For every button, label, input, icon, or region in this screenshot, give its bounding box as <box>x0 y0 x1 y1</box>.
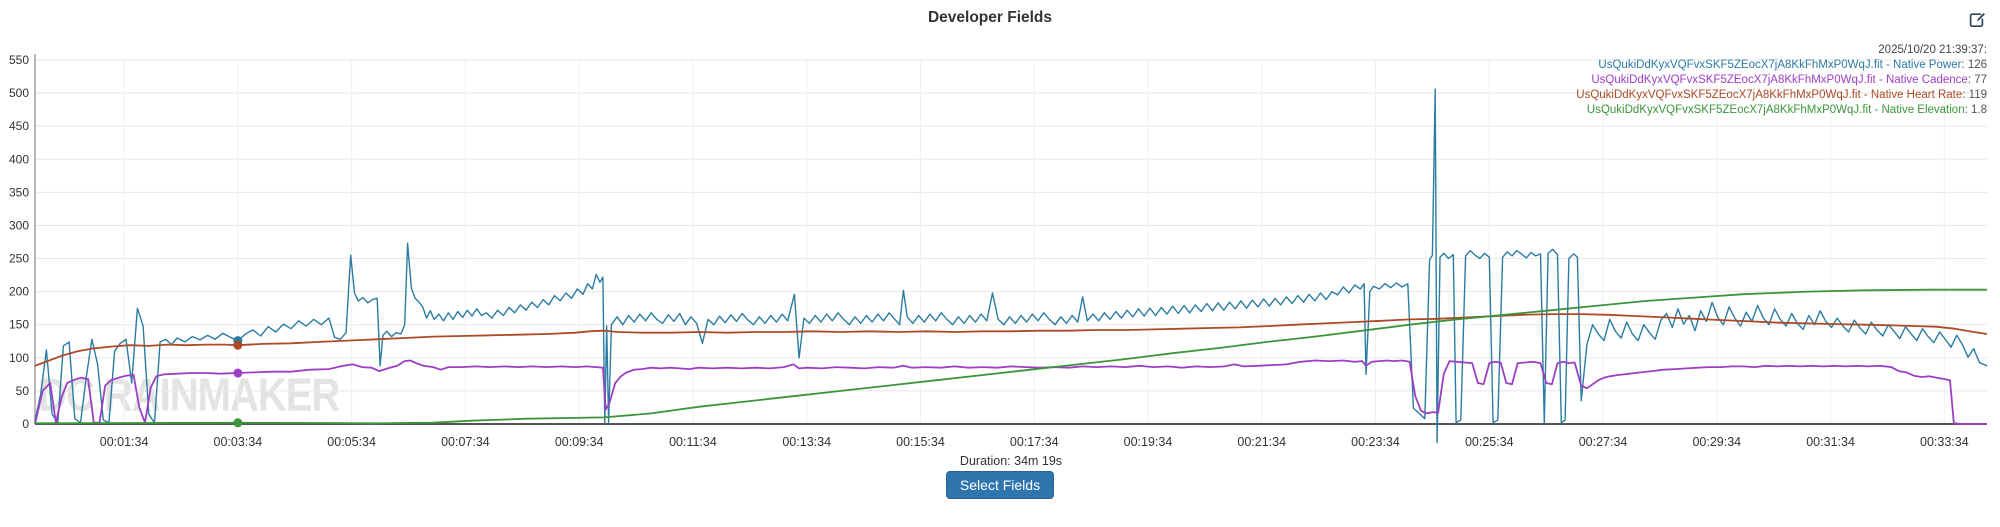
tooltip-sep: : <box>1967 74 1975 86</box>
x-tick-label: 00:03:34 <box>214 435 263 449</box>
tooltip-label-native-elevation: UsQukiDdKyxVQFvxSKF5ZEocX7jA8KkFhMxP0WqJ… <box>1586 104 1965 116</box>
tooltip-sep: : <box>1962 89 1969 101</box>
x-tick-label: 00:29:34 <box>1692 435 1741 449</box>
tooltip-value-native-elevation: 1.8 <box>1971 104 1987 116</box>
tooltip-value-native-cadence: 77 <box>1974 74 1987 86</box>
tooltip-entry-native-power: UsQukiDdKyxVQFvxSKF5ZEocX7jA8KkFhMxP0WqJ… <box>1576 58 1987 73</box>
y-tick-label: 500 <box>9 86 29 100</box>
page-title: Developer Fields <box>927 9 1053 26</box>
y-tick-label: 250 <box>9 252 29 266</box>
x-tick-label: 00:19:34 <box>1124 435 1173 449</box>
x-tick-label: 00:05:34 <box>327 435 376 449</box>
hover-marker-native-heart-rate <box>233 340 243 350</box>
series-line-native-heart-rate <box>34 313 1988 367</box>
tooltip-sep: : <box>1961 59 1968 71</box>
x-tick-label: 00:17:34 <box>1010 435 1059 449</box>
y-tick-label: 50 <box>16 384 30 398</box>
x-grid: 00:01:34 00:03:34 00:05:34 00:07:34 00:09:34… <box>100 60 1969 449</box>
x-tick-label: 00:21:34 <box>1237 435 1286 449</box>
x-tick-label: 00:25:34 <box>1465 435 1514 449</box>
tooltip-label-native-heart-rate: UsQukiDdKyxVQFvxSKF5ZEocX7jA8KkFhMxP0WqJ… <box>1576 89 1963 101</box>
hover-marker-native-cadence <box>233 368 243 378</box>
edit-icon-glyph <box>1969 13 1985 28</box>
tooltip-sep: : <box>1964 104 1971 116</box>
tooltip-label-native-power: UsQukiDdKyxVQFvxSKF5ZEocX7jA8KkFhMxP0WqJ… <box>1598 59 1962 71</box>
x-tick-label: 00:13:34 <box>782 435 831 449</box>
button-row: Select Fields <box>0 471 2000 499</box>
x-tick-label: 00:27:34 <box>1579 435 1628 449</box>
series-line-native-cadence <box>34 359 1987 425</box>
y-tick-label: 300 <box>9 218 29 232</box>
tooltip-label-native-cadence: UsQukiDdKyxVQFvxSKF5ZEocX7jA8KkFhMxP0WqJ… <box>1591 74 1968 86</box>
hover-marker-native-elevation <box>233 418 243 428</box>
tooltip-entry-native-heart-rate: UsQukiDdKyxVQFvxSKF5ZEocX7jA8KkFhMxP0WqJ… <box>1576 88 1987 103</box>
y-tick-label: 200 <box>9 285 29 299</box>
x-tick-label: 00:09:34 <box>555 435 604 449</box>
x-tick-label: 00:11:34 <box>669 435 717 449</box>
tooltip-entry-native-elevation: UsQukiDdKyxVQFvxSKF5ZEocX7jA8KkFhMxP0WqJ… <box>1576 103 1987 118</box>
series-line-native-power <box>34 88 1988 444</box>
hover-tooltip: 2025/10/20 21:39:37: UsQukiDdKyxVQFvxSKF… <box>1576 43 1987 118</box>
duration-label: Duration: 34m 19s <box>960 454 1062 468</box>
tooltip-timestamp: 2025/10/20 21:39:37: <box>1878 44 1987 56</box>
series-line-native-elevation <box>34 288 1987 425</box>
y-grid: 0 50 100 150 200 250 300 350 400 450 500 550 <box>9 53 1987 431</box>
edit-chart-icon[interactable] <box>1968 11 1986 29</box>
select-fields-button[interactable]: Select Fields <box>945 471 1055 499</box>
x-tick-label: 00:33:34 <box>1920 435 1969 449</box>
y-tick-label: 100 <box>9 351 29 365</box>
x-tick-label: 00:01:34 <box>100 435 149 449</box>
y-tick-label: 350 <box>9 185 29 199</box>
y-tick-label: 150 <box>9 318 29 332</box>
y-tick-label: 550 <box>9 53 29 67</box>
tooltip-value-native-power: 126 <box>1967 59 1987 71</box>
tooltip-entry-native-cadence: UsQukiDdKyxVQFvxSKF5ZEocX7jA8KkFhMxP0WqJ… <box>1576 73 1987 88</box>
y-tick-label: 0 <box>22 417 29 431</box>
y-tick-label: 450 <box>9 119 29 133</box>
tooltip-value-native-heart-rate: 119 <box>1968 89 1987 101</box>
x-tick-label: 00:31:34 <box>1806 435 1855 449</box>
x-tick-label: 00:15:34 <box>896 435 945 449</box>
y-tick-label: 400 <box>9 152 29 166</box>
x-tick-label: 00:07:34 <box>441 435 490 449</box>
x-tick-label: 00:23:34 <box>1351 435 1400 449</box>
